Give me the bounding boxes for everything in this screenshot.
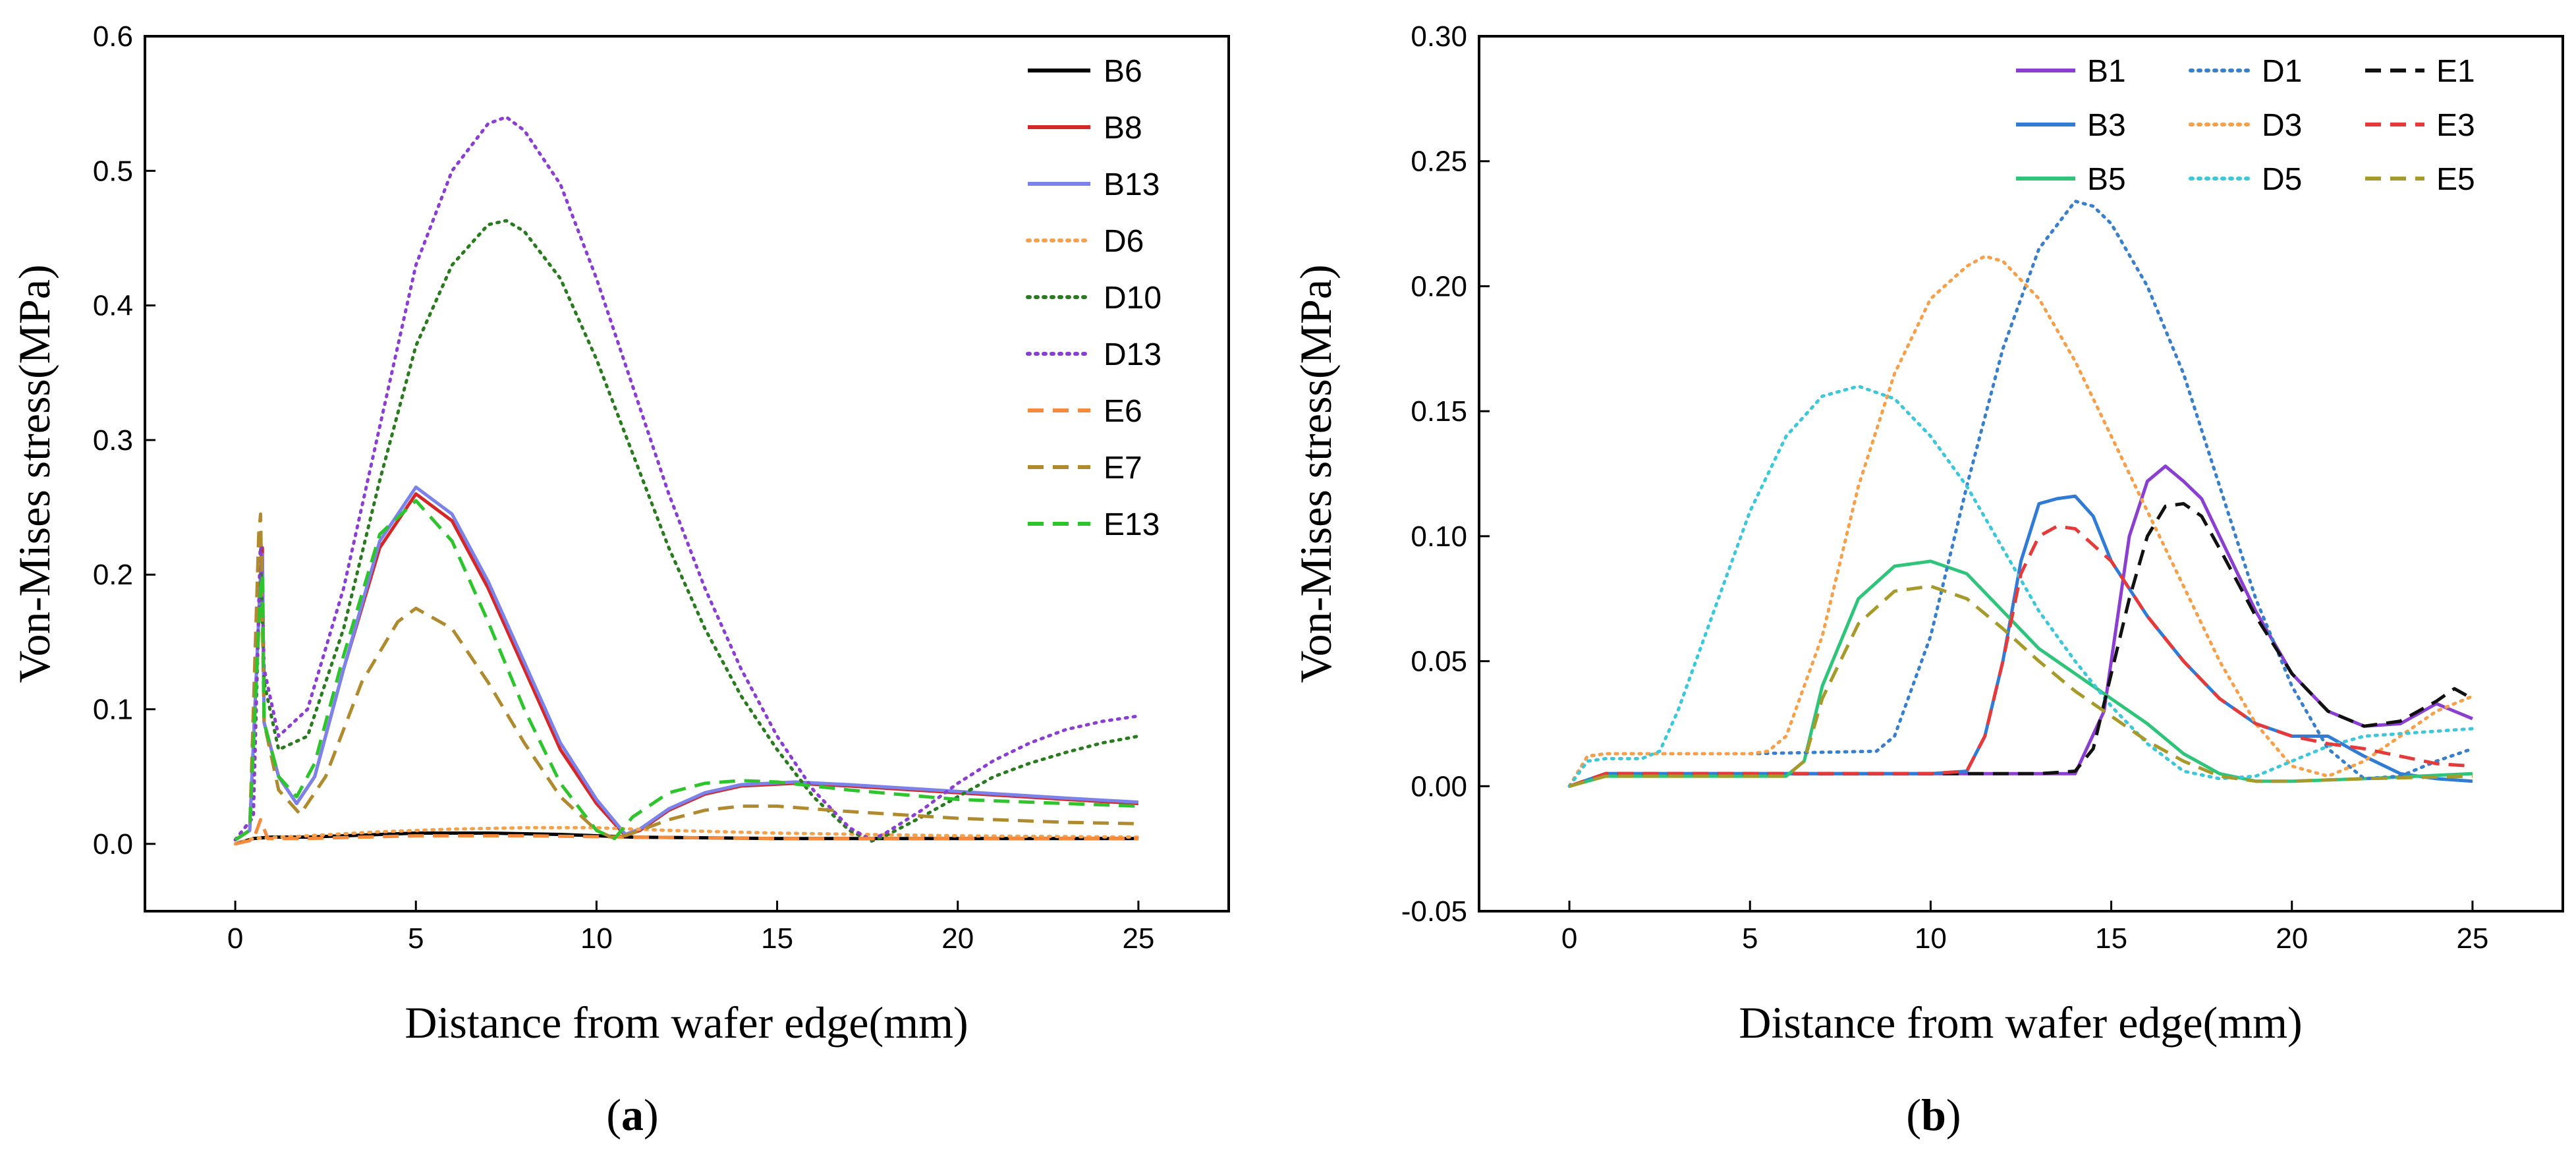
legend-label-D3: D3	[2262, 108, 2302, 143]
legend-label-D10: D10	[1104, 281, 1162, 316]
x-tick-label: 20	[2276, 922, 2308, 955]
x-tick-label: 10	[1915, 922, 1947, 955]
y-tick-label: 0.20	[1411, 270, 1467, 302]
y-tick-label: 0.4	[93, 290, 133, 322]
legend-label-E1: E1	[2436, 54, 2475, 89]
y-tick-label: 0.2	[93, 559, 133, 591]
y-tick-label: 0.3	[93, 424, 133, 457]
panel-label-b: (b)	[1906, 1090, 1961, 1140]
series-line-E3	[1569, 524, 2473, 788]
x-axis-ticks-b: 0 5 10 15 20 25	[1561, 901, 2488, 955]
x-tick-label: 25	[2456, 922, 2488, 955]
x-axis-ticks-a: 0 5 10 15 20 25	[227, 901, 1154, 955]
legend-label-E5: E5	[2436, 162, 2475, 197]
plot-frame-a	[144, 35, 1230, 912]
x-tick-label: 0	[227, 922, 243, 955]
chart-panel-a: 0 5 10 15 20 25 0.0 0.1 0.2 0.3 0.4 0.5 0.6 B6 B8 B13…	[9, 20, 1230, 1140]
series-line-E13	[234, 499, 1138, 841]
y-axis-ticks-a: 0.0 0.1 0.2 0.3 0.4 0.5 0.6	[93, 20, 155, 860]
legend-label-D6: D6	[1104, 224, 1144, 259]
y-tick-label: 0.30	[1411, 20, 1467, 53]
legend-label-E13: E13	[1104, 507, 1160, 542]
legend-label-E7: E7	[1104, 451, 1142, 486]
legend-label-B1: B1	[2087, 54, 2126, 89]
legend-label-E3: E3	[2436, 108, 2475, 143]
y-tick-label: 0.5	[93, 155, 133, 187]
y-tick-label: 0.05	[1411, 646, 1467, 678]
plot-area-a	[233, 115, 1140, 846]
legend-label-B6: B6	[1104, 54, 1142, 89]
y-tick-label: 0.25	[1411, 146, 1467, 178]
legend-label-B13: B13	[1104, 167, 1160, 202]
x-tick-label: 25	[1122, 922, 1154, 955]
legend-label-B8: B8	[1104, 111, 1142, 146]
x-tick-label: 5	[1742, 922, 1758, 955]
x-tick-label: 20	[941, 922, 974, 955]
y-tick-label: -0.05	[1401, 895, 1467, 928]
y-axis-ticks-b: -0.05 0.00 0.05 0.10 0.15 0.20 0.25 0.30	[1401, 20, 1490, 928]
legend-label-B3: B3	[2087, 108, 2126, 143]
chart-panel-b: 0 5 10 15 20 25 -0.05 0.00 0.05 0.10 0.15 0.20 0.25…	[1291, 20, 2564, 1140]
legend-a: B6 B8 B13 D6 D10 D13 E6 E7 E13	[1026, 54, 1162, 542]
y-axis-title-a: Von-Mises stress(MPa)	[9, 264, 59, 683]
y-tick-label: 0.15	[1411, 395, 1467, 428]
y-tick-label: 0.10	[1411, 520, 1467, 553]
series-line-E6	[235, 818, 1138, 846]
x-tick-label: 5	[408, 922, 424, 955]
legend-label-D13: D13	[1104, 337, 1162, 372]
x-tick-label: 0	[1561, 922, 1577, 955]
panel-label-a: (a)	[606, 1090, 658, 1140]
plot-area-b	[1567, 199, 2475, 788]
y-tick-label: 0.1	[93, 694, 133, 726]
series-line-D1	[1567, 199, 2475, 788]
x-axis-title-a: Distance from wafer edge(mm)	[405, 997, 968, 1048]
x-tick-label: 10	[580, 922, 613, 955]
legend-label-D5: D5	[2262, 162, 2302, 197]
legend-label-B5: B5	[2087, 162, 2126, 197]
series-line-D6	[233, 826, 1140, 846]
series-line-D5	[1567, 384, 2475, 788]
y-tick-label: 0.00	[1411, 770, 1467, 802]
y-axis-title-b: Von-Mises stress(MPa)	[1291, 264, 1341, 683]
y-tick-label: 0.0	[93, 828, 133, 860]
legend-label-E6: E6	[1104, 394, 1142, 429]
x-tick-label: 15	[2095, 922, 2127, 955]
series-line-D13	[233, 115, 1140, 842]
legend-label-D1: D1	[2262, 54, 2302, 89]
x-axis-title-b: Distance from wafer edge(mm)	[1739, 997, 2302, 1048]
legend-b: B1 B3 B5 D1 D3 D5 E1 E3 E5	[2016, 54, 2475, 197]
plot-frame-b	[1478, 35, 2564, 912]
x-tick-label: 15	[761, 922, 793, 955]
series-line-D3	[1567, 254, 2475, 788]
series-line-D10	[233, 219, 1140, 843]
y-tick-label: 0.6	[93, 20, 133, 53]
series-line-E5	[1569, 584, 2473, 788]
